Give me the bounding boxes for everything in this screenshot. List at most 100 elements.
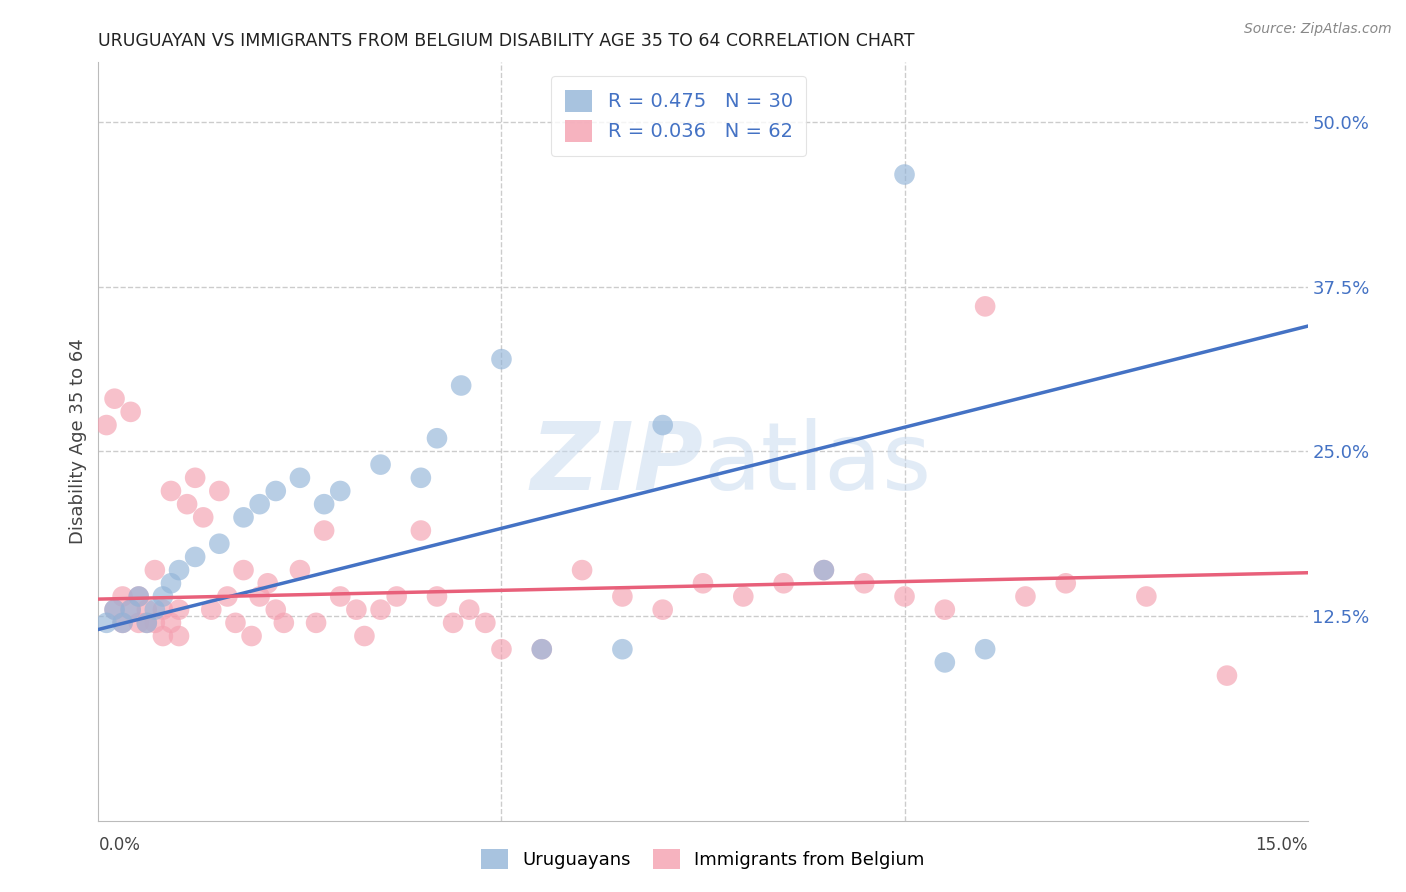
- Point: [103, 392, 125, 406]
- Point: [370, 602, 392, 616]
- Legend: Uruguayans, Immigrants from Belgium: Uruguayans, Immigrants from Belgium: [472, 839, 934, 879]
- Point: [111, 615, 134, 630]
- Point: [934, 602, 956, 616]
- Point: [474, 615, 496, 630]
- Point: [264, 483, 287, 498]
- Point: [167, 629, 190, 643]
- Point: [160, 483, 183, 498]
- Point: [314, 524, 336, 538]
- Text: Source: ZipAtlas.com: Source: ZipAtlas.com: [1244, 22, 1392, 37]
- Point: [571, 563, 593, 577]
- Point: [96, 418, 118, 433]
- Point: [305, 615, 328, 630]
- Point: [893, 168, 915, 182]
- Point: [491, 352, 513, 367]
- Point: [288, 563, 311, 577]
- Point: [651, 602, 673, 616]
- Point: [193, 510, 215, 524]
- Point: [426, 431, 449, 445]
- Point: [370, 458, 392, 472]
- Point: [208, 537, 231, 551]
- Point: [353, 629, 375, 643]
- Text: URUGUAYAN VS IMMIGRANTS FROM BELGIUM DISABILITY AGE 35 TO 64 CORRELATION CHART: URUGUAYAN VS IMMIGRANTS FROM BELGIUM DIS…: [98, 32, 915, 50]
- Point: [612, 590, 634, 604]
- Point: [974, 642, 997, 657]
- Point: [143, 602, 166, 616]
- Point: [934, 656, 956, 670]
- Point: [288, 471, 311, 485]
- Point: [256, 576, 278, 591]
- Y-axis label: Disability Age 35 to 64: Disability Age 35 to 64: [69, 339, 87, 544]
- Point: [167, 602, 190, 616]
- Point: [1054, 576, 1077, 591]
- Point: [273, 615, 295, 630]
- Point: [733, 590, 755, 604]
- Point: [160, 576, 183, 591]
- Point: [111, 615, 134, 630]
- Point: [143, 563, 166, 577]
- Point: [96, 615, 118, 630]
- Point: [184, 549, 207, 564]
- Point: [152, 629, 174, 643]
- Point: [974, 299, 997, 313]
- Point: [612, 642, 634, 657]
- Point: [426, 590, 449, 604]
- Point: [1216, 668, 1239, 682]
- Point: [120, 602, 142, 616]
- Point: [329, 483, 352, 498]
- Point: [314, 497, 336, 511]
- Point: [409, 471, 432, 485]
- Point: [143, 615, 166, 630]
- Point: [1014, 590, 1036, 604]
- Point: [692, 576, 714, 591]
- Point: [385, 590, 408, 604]
- Point: [176, 497, 198, 511]
- Point: [441, 615, 464, 630]
- Point: [208, 483, 231, 498]
- Point: [135, 602, 157, 616]
- Point: [813, 563, 835, 577]
- Point: [232, 510, 254, 524]
- Point: [264, 602, 287, 616]
- Point: [128, 615, 150, 630]
- Text: ZIP: ZIP: [530, 418, 703, 510]
- Point: [120, 602, 142, 616]
- Point: [772, 576, 794, 591]
- Point: [530, 642, 553, 657]
- Point: [893, 590, 915, 604]
- Point: [344, 602, 367, 616]
- Point: [152, 590, 174, 604]
- Legend: R = 0.475   N = 30, R = 0.036   N = 62: R = 0.475 N = 30, R = 0.036 N = 62: [551, 76, 807, 156]
- Point: [224, 615, 246, 630]
- Point: [128, 590, 150, 604]
- Text: atlas: atlas: [703, 418, 931, 510]
- Point: [450, 378, 472, 392]
- Point: [249, 590, 271, 604]
- Point: [135, 615, 157, 630]
- Point: [103, 602, 125, 616]
- Text: 0.0%: 0.0%: [98, 837, 141, 855]
- Point: [249, 497, 271, 511]
- Point: [217, 590, 239, 604]
- Point: [853, 576, 876, 591]
- Point: [813, 563, 835, 577]
- Point: [530, 642, 553, 657]
- Point: [135, 615, 157, 630]
- Point: [409, 524, 432, 538]
- Point: [160, 615, 183, 630]
- Point: [458, 602, 481, 616]
- Point: [184, 471, 207, 485]
- Point: [152, 602, 174, 616]
- Point: [200, 602, 222, 616]
- Point: [167, 563, 190, 577]
- Text: 15.0%: 15.0%: [1256, 837, 1308, 855]
- Point: [1135, 590, 1157, 604]
- Point: [329, 590, 352, 604]
- Point: [111, 590, 134, 604]
- Point: [120, 405, 142, 419]
- Point: [103, 602, 125, 616]
- Point: [651, 418, 673, 433]
- Point: [240, 629, 263, 643]
- Point: [232, 563, 254, 577]
- Point: [491, 642, 513, 657]
